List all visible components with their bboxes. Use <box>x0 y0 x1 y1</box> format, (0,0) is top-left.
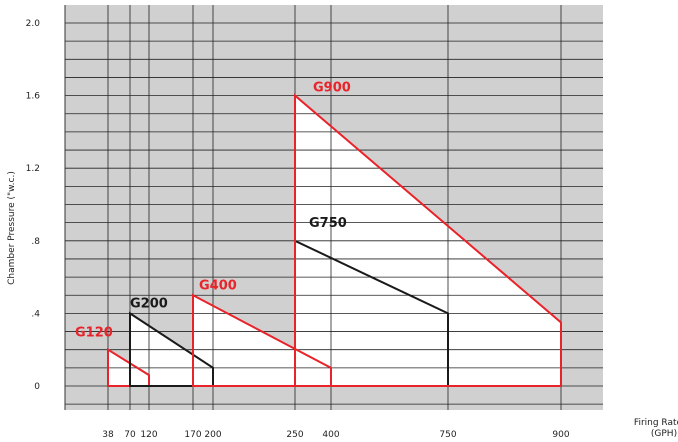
y-axis-label: Chamber Pressure ("w.c.) <box>7 171 17 285</box>
y-tick-label: 0 <box>34 382 40 392</box>
y-tick-label: 1.6 <box>26 92 41 102</box>
envelope-outline-g400 <box>192 293 332 387</box>
y-tick-label: 1.2 <box>26 164 40 174</box>
series-label-g900: G900 <box>313 81 351 96</box>
x-axis-label: Firing Rate <box>634 418 678 428</box>
x-tick-label: 750 <box>439 430 456 440</box>
x-tick-label: 120 <box>140 430 157 440</box>
series-label-g750: G750 <box>309 216 347 231</box>
envelope-outline-g200 <box>129 311 214 387</box>
x-tick-label: 70 <box>124 430 136 440</box>
y-tick-label: .4 <box>31 309 40 319</box>
x-tick-label: 200 <box>204 430 221 440</box>
x-tick-label: 400 <box>322 430 339 440</box>
x-axis-unit: (GPH) <box>651 429 677 439</box>
x-tick-label: 170 <box>184 430 201 440</box>
series-label-g120: G120 <box>75 326 113 341</box>
x-tick-label: 900 <box>552 430 569 440</box>
series-labels: G120 G200 G400 G750 G900 <box>75 81 351 341</box>
envelope-outlines <box>107 93 562 387</box>
y-tick-label: 2.0 <box>26 19 41 29</box>
series-label-g200: G200 <box>130 296 168 311</box>
x-tick-labels: 38 70 120 170 200 250 400 750 900 <box>102 430 570 440</box>
y-tick-labels: 0 .4 .8 1.2 1.6 2.0 <box>26 19 41 392</box>
x-tick-label: 250 <box>286 430 303 440</box>
series-label-g400: G400 <box>199 278 237 293</box>
y-tick-label: .8 <box>31 237 40 247</box>
x-tick-label: 38 <box>102 430 114 440</box>
envelope-outline-g900 <box>294 93 562 387</box>
